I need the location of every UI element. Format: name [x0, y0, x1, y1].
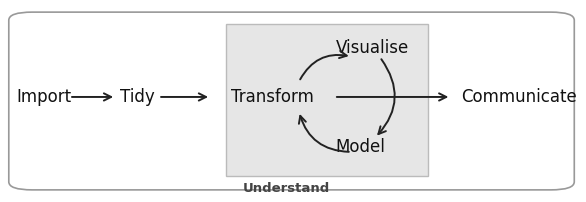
Text: Understand: Understand	[243, 182, 331, 195]
Text: Communicate: Communicate	[461, 88, 577, 106]
Text: Import: Import	[16, 88, 71, 106]
FancyBboxPatch shape	[226, 24, 428, 176]
FancyBboxPatch shape	[9, 12, 574, 190]
Text: Transform: Transform	[231, 88, 314, 106]
Text: Model: Model	[335, 138, 386, 157]
Text: Visualise: Visualise	[335, 39, 409, 58]
Text: Tidy: Tidy	[120, 88, 155, 106]
